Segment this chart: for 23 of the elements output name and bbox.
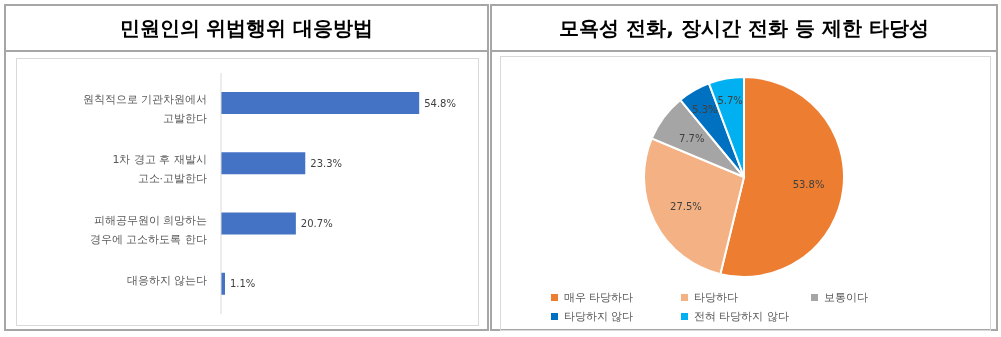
legend-label: 전혀 타당하지 않다 xyxy=(694,309,789,324)
y-tick-label: 대응하지 않는다 xyxy=(126,273,207,287)
data-label: 54.8% xyxy=(424,97,456,109)
chart-title: 민원인의 위법행위 대응방법 xyxy=(6,6,487,52)
data-label: 1.1% xyxy=(229,278,256,290)
data-label: 23.3% xyxy=(310,157,343,169)
bar xyxy=(221,92,420,114)
legend-label: 타당하지 않다 xyxy=(564,309,634,324)
y-tick-label: 원칙적으로 기관차원에서 고발한다 xyxy=(82,93,207,126)
data-label: 5.3% xyxy=(692,103,718,115)
data-label: 20.7% xyxy=(300,218,333,230)
bar xyxy=(221,152,306,175)
data-label: 53.8% xyxy=(792,179,825,191)
data-label: 5.7% xyxy=(717,94,743,106)
data-label: 27.5% xyxy=(670,200,702,212)
legend-label: 보통이다 xyxy=(824,290,868,305)
legend-label: 매우 타당하다 xyxy=(564,290,634,305)
y-tick-label: 피해공무원이 희망하는 경우에 고소하도록 한다 xyxy=(90,213,207,246)
legend-label: 타당하다 xyxy=(694,290,738,305)
data-label: 7.7% xyxy=(679,132,705,144)
chart-title: 모욕성 전화, 장시간 전화 등 제한 타당성 xyxy=(492,6,996,52)
y-tick-label: 1차 경고 후 재발시 고소·고발한다 xyxy=(112,153,207,186)
bar xyxy=(221,212,296,235)
